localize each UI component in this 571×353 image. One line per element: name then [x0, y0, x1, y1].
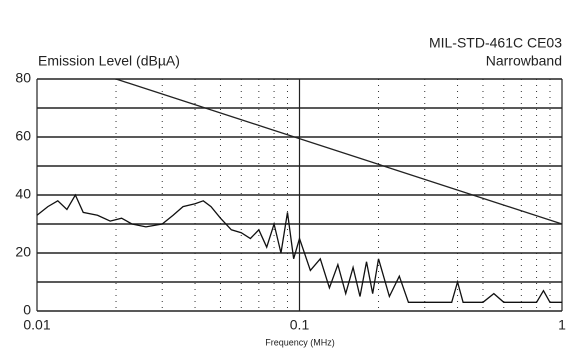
chart-subtitle: Narrowband	[486, 53, 562, 69]
x-axis-label: Frequency (MHz)	[265, 337, 335, 347]
y-tick-label: 60	[15, 128, 31, 144]
chart-title: MIL-STD-461C CE03	[429, 35, 562, 51]
series-line	[115, 78, 563, 225]
y-tick-label: 20	[15, 244, 31, 260]
y-tick-label: 80	[15, 70, 31, 86]
y-tick-label: 0	[23, 302, 31, 318]
x-tick-label: 0.1	[290, 317, 310, 333]
y-tick-label: 40	[15, 186, 31, 202]
x-tick-label: 1	[558, 317, 566, 333]
y-axis-label: Emission Level (dBµA)	[38, 53, 180, 69]
x-tick-label: 0.01	[23, 317, 50, 333]
series-line	[36, 193, 562, 303]
